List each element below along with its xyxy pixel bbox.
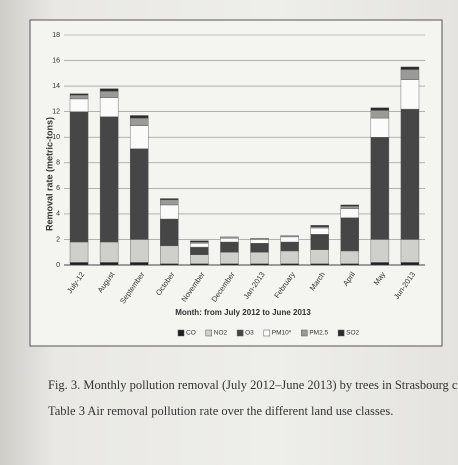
bar-segment: [190, 254, 209, 264]
y-tick-label: 8: [56, 160, 60, 167]
bar-segment: [400, 108, 420, 240]
bar-segment: [370, 137, 390, 240]
bar-segment: [370, 262, 390, 266]
bar-segment: [129, 125, 149, 149]
bar-segment: [250, 252, 269, 264]
bar-segment: [190, 240, 209, 243]
bar-segment: [370, 239, 390, 263]
bar-segment: [160, 198, 179, 201]
chart: Removal rate (metric-tons) Month: from J…: [29, 19, 443, 347]
table-caption: Table 3 Air removal pollution rate over …: [48, 404, 394, 418]
bar-segment: [99, 88, 119, 92]
figure-caption: Fig. 3. Monthly pollution removal (July …: [48, 378, 458, 392]
bar-segment: [69, 98, 89, 112]
y-tick-label: 18: [52, 32, 60, 39]
bar-segment: [129, 239, 149, 263]
bar-segment: [280, 241, 299, 252]
bar-segment: [370, 110, 390, 119]
y-tick-label: 2: [56, 236, 60, 243]
bar-segment: [129, 148, 149, 240]
x-axis-label: Month: from July 2012 to June 2013: [175, 308, 311, 317]
legend-label: SO2: [346, 330, 359, 337]
y-tick-label: 16: [52, 57, 60, 64]
bar-segment: [220, 236, 239, 239]
bar-segment: [340, 208, 360, 218]
bar-segment: [99, 116, 119, 243]
legend-label: O3: [245, 330, 254, 337]
bar-segment: [160, 218, 179, 247]
bar-segment: [69, 111, 89, 243]
bar-segment: [340, 217, 360, 252]
bar-segment: [190, 243, 209, 248]
bar-segment: [220, 237, 239, 243]
legend-swatch: [205, 329, 212, 337]
bar-segment: [99, 97, 119, 117]
bar-segment: [69, 262, 89, 266]
legend-swatch: [236, 329, 244, 337]
bar-segment: [340, 250, 360, 264]
bar-segment: [160, 245, 179, 264]
bar-segment: [370, 107, 390, 111]
bar-segment: [69, 94, 89, 100]
y-tick-label: 12: [52, 109, 60, 116]
bar-segment: [129, 117, 149, 126]
bar-segment: [340, 206, 360, 209]
bar-segment: [310, 234, 329, 250]
bar-segment: [160, 204, 179, 220]
bar-segment: [220, 252, 239, 264]
bar-segment: [370, 117, 390, 138]
legend-swatch: [263, 329, 271, 337]
bar-segment: [400, 69, 420, 80]
y-tick-label: 10: [52, 134, 60, 141]
bar-segment: [310, 225, 329, 227]
bar-segment: [69, 93, 89, 96]
legend-swatch: [177, 329, 185, 337]
bar-segment: [129, 115, 149, 119]
bar-segment: [69, 241, 89, 263]
bar-segment: [99, 91, 119, 98]
bar-segment: [340, 204, 360, 207]
bar-segment: [400, 79, 420, 110]
bar-segment: [250, 237, 269, 240]
bar-segment: [99, 262, 119, 266]
legend-label: PM10*: [272, 330, 292, 337]
bar-segment: [400, 262, 420, 266]
bar-segment: [400, 239, 420, 263]
bar-segment: [250, 239, 269, 244]
bar-segment: [310, 227, 329, 235]
bar-segment: [400, 66, 420, 70]
bar-segment: [190, 246, 209, 255]
legend-swatch: [301, 329, 308, 337]
bar-segment: [280, 250, 299, 264]
legend-label: CO: [186, 330, 196, 337]
y-tick-label: 6: [56, 185, 60, 192]
bar-segment: [160, 199, 179, 206]
bar-segment: [280, 235, 299, 238]
legend-swatch: [337, 329, 345, 337]
legend-label: NO2: [214, 330, 228, 337]
bar-segment: [129, 262, 149, 266]
bar-segment: [250, 243, 269, 253]
y-tick-label: 4: [56, 211, 60, 218]
bar-segment: [310, 249, 329, 264]
y-tick-label: 0: [56, 262, 60, 269]
legend-label: PM2.5: [309, 330, 328, 337]
bar-segment: [280, 236, 299, 243]
bar-segment: [99, 241, 119, 263]
y-tick-label: 14: [52, 83, 60, 90]
y-axis-label: Removal rate (metric-tons): [44, 117, 54, 231]
bar-segment: [220, 241, 239, 253]
